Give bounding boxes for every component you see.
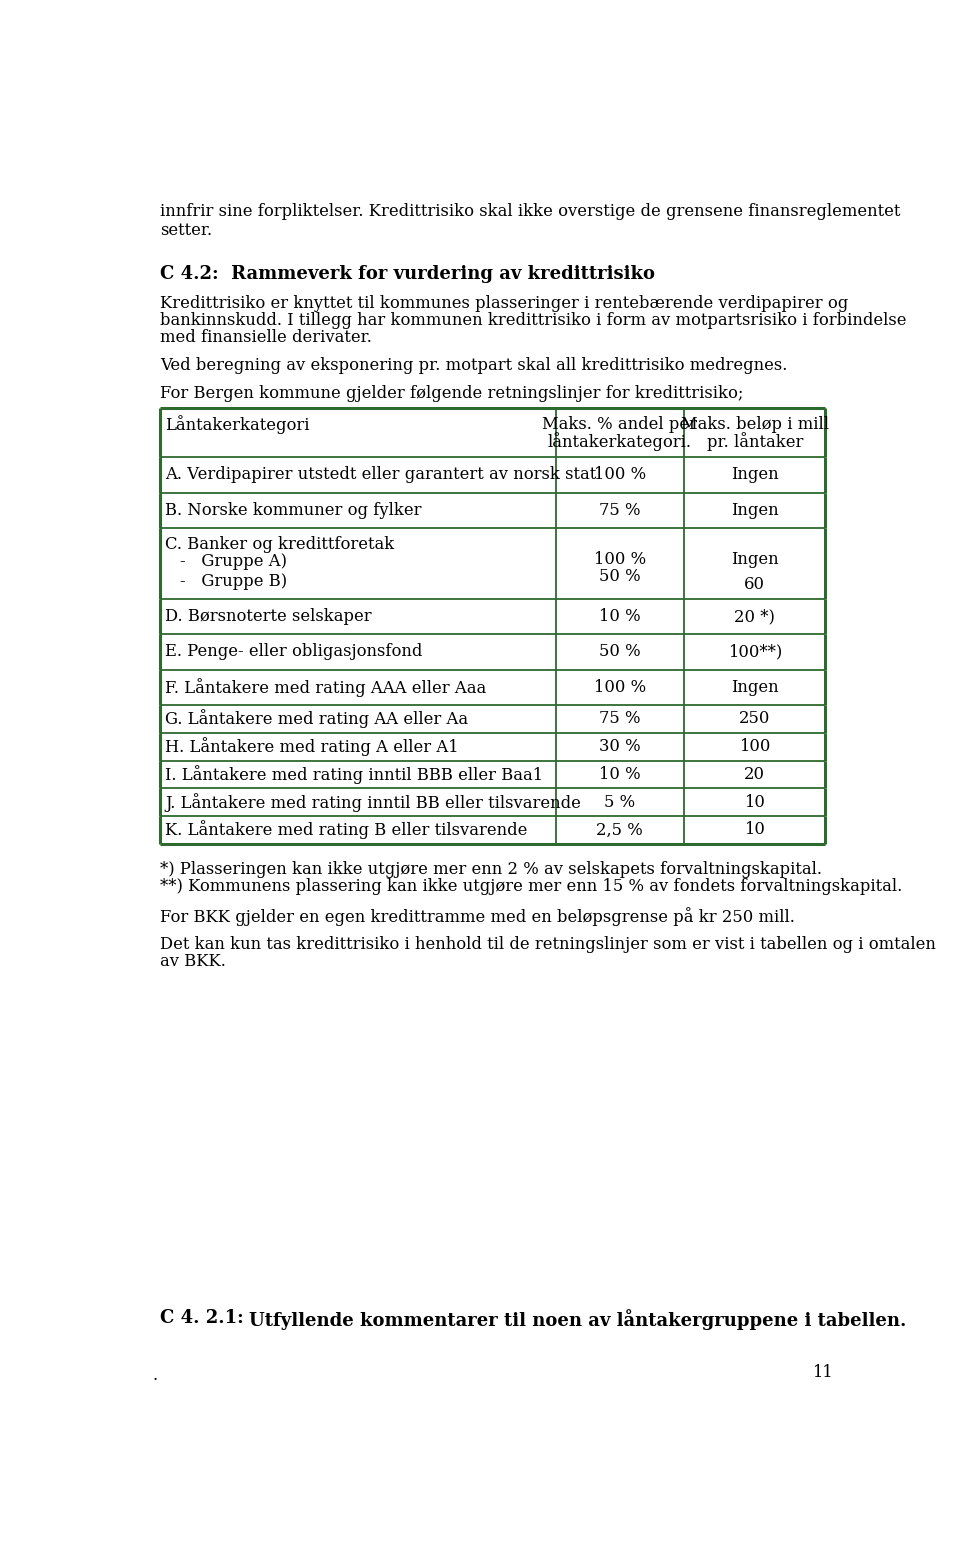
Text: For Bergen kommune gjelder følgende retningslinjer for kredittrisiko;: For Bergen kommune gjelder følgende retn… [160, 385, 744, 402]
Text: 50 %: 50 % [599, 644, 640, 661]
Text: Ingen: Ingen [731, 551, 779, 568]
Text: F. Låntakere med rating AAA eller Aaa: F. Låntakere med rating AAA eller Aaa [165, 678, 486, 696]
Text: bankinnskudd. I tillegg har kommunen kredittrisiko i form av motpartsrisiko i fo: bankinnskudd. I tillegg har kommunen kre… [160, 312, 907, 329]
Text: **) Kommunens plassering kan ikke utgjøre mer enn 15 % av fondets forvaltningska: **) Kommunens plassering kan ikke utgjør… [160, 878, 902, 895]
Text: I. Låntakere med rating inntil BBB eller Baa1: I. Låntakere med rating inntil BBB eller… [165, 765, 543, 783]
Text: av BKK.: av BKK. [160, 952, 227, 969]
Text: Låntakerkategori: Låntakerkategori [165, 416, 309, 434]
Text: låntakerkategori.: låntakerkategori. [548, 433, 692, 451]
Text: 60: 60 [744, 575, 765, 592]
Text: Ingen: Ingen [731, 467, 779, 484]
Text: -   Gruppe A): - Gruppe A) [180, 552, 287, 569]
Text: For BKK gjelder en egen kredittramme med en beløpsgrense på kr 250 mill.: For BKK gjelder en egen kredittramme med… [160, 907, 795, 926]
Text: setter.: setter. [160, 222, 212, 239]
Text: med finansielle derivater.: med finansielle derivater. [160, 329, 372, 346]
Text: C. Banker og kredittforetak: C. Banker og kredittforetak [165, 535, 395, 552]
Text: D. Børsnoterte selskaper: D. Børsnoterte selskaper [165, 608, 372, 625]
Text: 11: 11 [812, 1365, 833, 1382]
Text: Ingen: Ingen [731, 503, 779, 518]
Text: Ingen: Ingen [731, 679, 779, 696]
Text: 5 %: 5 % [604, 794, 636, 811]
Text: 100 %: 100 % [594, 551, 646, 568]
Text: 10 %: 10 % [599, 608, 640, 625]
Text: 100**): 100**) [728, 644, 781, 661]
Text: 10: 10 [744, 822, 765, 839]
Text: innfrir sine forpliktelser. Kredittrisiko skal ikke overstige de grensene finans: innfrir sine forpliktelser. Kredittrisik… [160, 203, 900, 220]
Text: K. Låntakere med rating B eller tilsvarende: K. Låntakere med rating B eller tilsvare… [165, 820, 527, 839]
Text: 100 %: 100 % [594, 467, 646, 484]
Text: J. Låntakere med rating inntil BB eller tilsvarende: J. Låntakere med rating inntil BB eller … [165, 793, 581, 811]
Text: *) Plasseringen kan ikke utgjøre mer enn 2 % av selskapets forvaltningskapital.: *) Plasseringen kan ikke utgjøre mer enn… [160, 861, 823, 878]
Text: 2,5 %: 2,5 % [596, 822, 643, 839]
Text: 75 %: 75 % [599, 710, 640, 727]
Text: A. Verdipapirer utstedt eller garantert av norsk stat: A. Verdipapirer utstedt eller garantert … [165, 467, 596, 484]
Text: 100 %: 100 % [594, 679, 646, 696]
Text: G. Låntakere med rating AA eller Aa: G. Låntakere med rating AA eller Aa [165, 709, 468, 729]
Text: 10: 10 [744, 794, 765, 811]
Text: 20 *): 20 *) [734, 608, 775, 625]
Text: 20: 20 [744, 766, 765, 783]
Text: Kredittrisiko er knyttet til kommunes plasseringer i rentebærende verdipapirer o: Kredittrisiko er knyttet til kommunes pl… [160, 295, 849, 312]
Text: C 4. 2.1:: C 4. 2.1: [160, 1309, 244, 1326]
Text: Det kan kun tas kredittrisiko i henhold til de retningslinjer som er vist i tabe: Det kan kun tas kredittrisiko i henhold … [160, 937, 936, 954]
Text: 30 %: 30 % [599, 738, 640, 755]
Text: 100: 100 [739, 738, 771, 755]
Text: Maks. % andel per: Maks. % andel per [542, 416, 697, 433]
Text: -   Gruppe B): - Gruppe B) [180, 572, 288, 589]
Text: pr. låntaker: pr. låntaker [707, 433, 803, 451]
Text: H. Låntakere med rating A eller A1: H. Låntakere med rating A eller A1 [165, 737, 459, 757]
Text: .: . [153, 1368, 157, 1385]
Text: Ved beregning av eksponering pr. motpart skal all kredittrisiko medregnes.: Ved beregning av eksponering pr. motpart… [160, 357, 787, 374]
Text: E. Penge- eller obligasjonsfond: E. Penge- eller obligasjonsfond [165, 644, 422, 661]
Text: 250: 250 [739, 710, 771, 727]
Text: Maks. beløp i mill: Maks. beløp i mill [681, 416, 828, 433]
Text: 10 %: 10 % [599, 766, 640, 783]
Text: 75 %: 75 % [599, 503, 640, 518]
Text: 50 %: 50 % [599, 568, 640, 585]
Text: B. Norske kommuner og fylker: B. Norske kommuner og fylker [165, 503, 421, 518]
Text: C 4.2:  Rammeverk for vurdering av kredittrisiko: C 4.2: Rammeverk for vurdering av kredit… [160, 265, 656, 282]
Text: Utfyllende kommentarer til noen av låntakergruppene i tabellen.: Utfyllende kommentarer til noen av lånta… [250, 1309, 907, 1329]
